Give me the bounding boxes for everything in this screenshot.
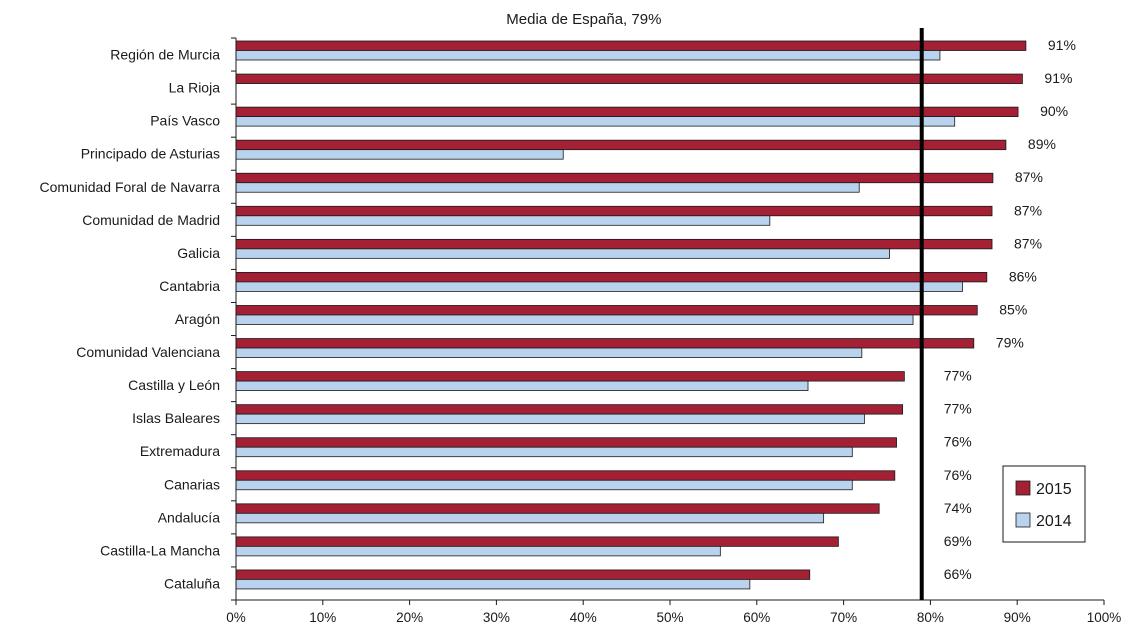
data-label: 87% [1015,169,1043,185]
category-label: Aragón [175,311,220,327]
bar-2015 [235,371,905,382]
bar-2014 [235,380,809,391]
bar-2014 [235,182,860,193]
bar-2014 [235,116,956,127]
data-label: 66% [944,566,972,582]
legend-box [1002,465,1086,543]
bar-2014 [235,347,863,358]
bar-2015 [235,338,975,349]
data-label: 76% [944,434,972,450]
legend-label-2015: 2015 [1036,481,1072,498]
x-tick-label: 80% [917,610,944,625]
x-tick-label: 60% [743,610,770,625]
data-label: 79% [996,335,1024,351]
data-label: 87% [1014,235,1042,251]
x-tick-label: 20% [396,610,423,625]
bar-2015 [235,470,896,481]
x-tick-label: 30% [483,610,510,625]
category-label: Extremadura [140,443,220,459]
bar-2014 [235,479,853,491]
bar-2014 [235,314,914,325]
x-tick-label: 50% [656,610,683,625]
category-label: Comunidad Foral de Navarra [39,179,220,195]
axis-layer [231,37,1105,605]
data-label: 87% [1014,202,1042,218]
bar-2015 [235,536,839,547]
x-tick-label: 0% [226,610,246,625]
reference-layer: Media de España, 79% [506,11,924,600]
category-label: Galicia [177,245,220,261]
bar-2015 [235,238,993,250]
bar-2015 [235,106,1019,118]
data-label: 77% [944,401,972,417]
x-tick-label: 70% [830,610,857,625]
data-label: 90% [1040,103,1068,119]
data-label: 74% [944,500,972,516]
category-label: Comunidad de Madrid [82,212,220,228]
bar-2015 [235,205,993,217]
category-label: Principado de Asturias [81,146,220,162]
category-label: Cataluña [164,575,220,591]
bar-2014 [235,413,865,425]
bars-layer [235,40,1027,590]
bar-2015 [235,404,904,415]
category-label: Cantabria [159,278,220,294]
category-label: Comunidad Valenciana [76,344,220,360]
bar-2014 [235,545,721,557]
x-tick-label: 90% [1004,610,1031,625]
reference-line-label: Media de España, 79% [506,11,661,28]
bar-2015 [235,139,1007,151]
x-tick-label: 10% [309,610,336,625]
category-label: Región de Murcia [110,47,220,63]
bar-2014 [235,50,941,61]
category-label: Islas Baleares [132,410,220,426]
bar-2015 [235,172,994,184]
bar-2014 [235,579,751,590]
bar-2015 [235,73,1023,84]
bar-2015 [235,40,1027,51]
bar-2014 [235,215,771,226]
data-label: 77% [944,368,972,384]
category-label: País Vasco [150,113,220,129]
legend: 2015 2014 [1002,465,1086,543]
data-label: 69% [944,533,972,549]
data-label: 86% [1009,268,1037,284]
data-label: 89% [1028,136,1056,152]
data-label: 91% [1044,70,1072,86]
category-label: Andalucía [158,509,220,525]
bar-2015 [235,569,811,580]
legend-label-2014: 2014 [1036,513,1072,530]
bar-2014 [235,149,564,160]
bar-2014 [235,248,891,259]
bar-2015 [235,437,897,448]
bar-2015 [235,272,988,283]
bar-2015 [235,305,978,316]
labels-layer: Región de Murcia 91% La Rioja 91% País Vasco… [39,37,1121,625]
category-label: La Rioja [169,80,221,96]
data-label: 85% [999,301,1027,317]
bar-2014 [235,446,853,458]
data-label: 91% [1048,37,1076,53]
legend-swatch-2015 [1015,480,1031,496]
category-label: Castilla-La Mancha [100,542,220,558]
bar-2014 [235,512,825,524]
category-label: Canarias [164,476,220,492]
category-label: Castilla y León [128,377,220,393]
data-label: 76% [944,467,972,483]
legend-swatch-2014 [1015,512,1031,528]
x-tick-label: 40% [570,610,597,625]
bar-2014 [235,281,963,292]
bar-2015 [235,503,880,514]
x-tick-label: 100% [1087,610,1122,625]
